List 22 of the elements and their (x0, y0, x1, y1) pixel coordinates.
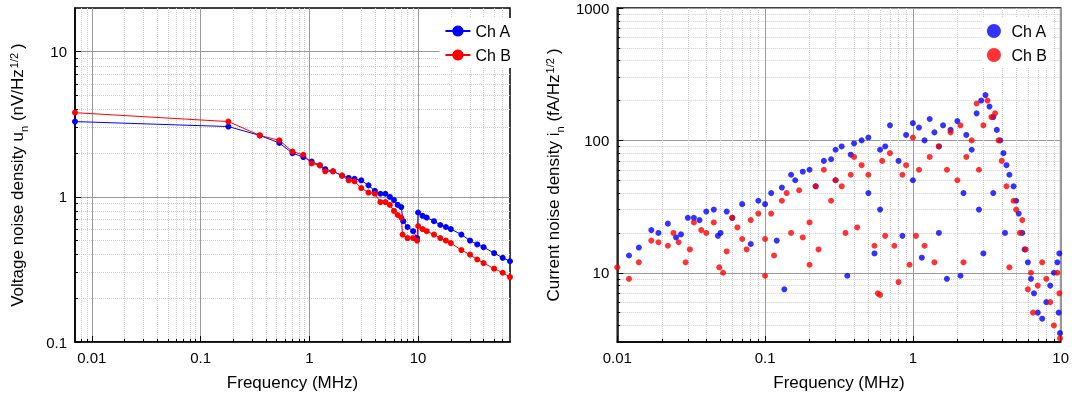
legend-label: Ch A (475, 22, 511, 40)
legend-label: Ch A (1011, 22, 1047, 40)
y-tick-label: 0.1 (46, 333, 67, 351)
y-tick-label: 100 (584, 131, 610, 149)
x-axis-title: Frequency (MHz) (773, 373, 905, 392)
x-tick-label: 1 (305, 349, 314, 366)
x-tick-label: 0.01 (602, 349, 632, 366)
y-axis-title: Voltage noise density un (nV/Hz1/2) (7, 43, 30, 307)
x-tick-label: 0.1 (190, 349, 212, 366)
x-tick-label: 10 (1052, 349, 1069, 366)
legend-label: Ch B (475, 46, 512, 64)
legend-label: Ch B (1011, 46, 1048, 64)
y-tick-label: 10 (50, 43, 67, 61)
y-tick-label: 1 (58, 188, 67, 206)
y-axis-title: Current noise density in (fA/Hz1/2) (543, 48, 566, 302)
x-tick-label: 10 (409, 349, 427, 366)
x-tick-label: 1 (908, 349, 918, 366)
x-tick-label: 0.1 (754, 349, 776, 366)
y-tick-label: 1000 (575, 0, 610, 17)
y-tick-label: 10 (592, 264, 610, 282)
x-axis-title: Frequency (MHz) (226, 373, 359, 392)
x-tick-label: 0.01 (77, 349, 107, 366)
